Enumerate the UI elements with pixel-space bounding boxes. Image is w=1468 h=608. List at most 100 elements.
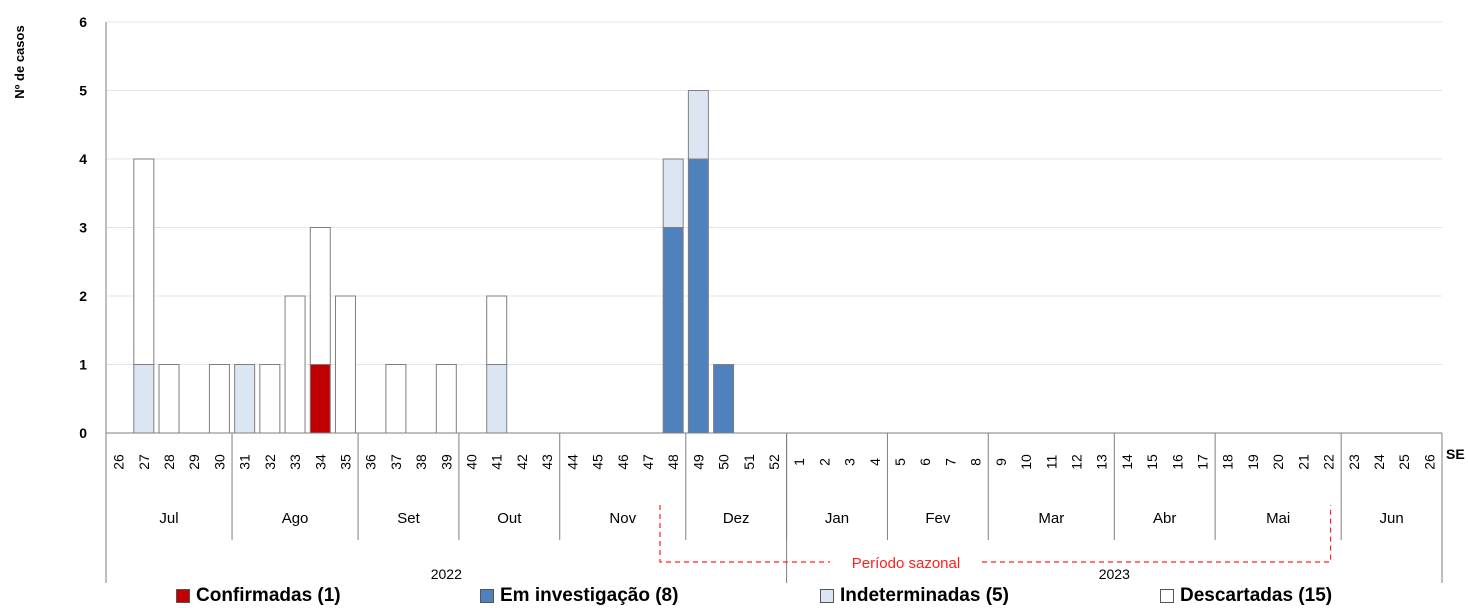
- x-tick-label: 45: [590, 454, 606, 470]
- seasonal-period-annotation: Período sazonal: [659, 505, 1332, 572]
- x-tick-label: 15: [1144, 454, 1160, 470]
- bar-segment: [334, 295, 356, 434]
- x-tick-label: 2: [816, 458, 832, 466]
- month-label: Jun: [1379, 510, 1403, 527]
- x-tick-label: 47: [640, 454, 656, 470]
- x-tick-label: 51: [741, 454, 757, 470]
- month-label: Mai: [1266, 510, 1290, 527]
- x-tick-label: 23: [1346, 454, 1362, 470]
- legend-item: Descartadas (15): [1160, 583, 1332, 608]
- x-tick-label: 3: [842, 458, 858, 466]
- x-tick-label: 32: [262, 454, 278, 470]
- month-label: Fev: [925, 510, 951, 527]
- legend-swatch: [1160, 588, 1174, 603]
- x-tick-label: 19: [1245, 454, 1261, 470]
- y-tick-label: 5: [79, 83, 87, 99]
- year-labels: 2022 2023: [431, 566, 1130, 582]
- month-label: Jul: [159, 510, 178, 527]
- bar-segment: [486, 295, 508, 365]
- x-tick-label: 21: [1295, 454, 1311, 470]
- x-tick-label: 17: [1195, 454, 1211, 470]
- month-label: Set: [397, 510, 420, 527]
- legend-label: Confirmadas (1): [196, 584, 341, 606]
- bar-segment: [133, 364, 155, 434]
- x-tick-label: 8: [968, 458, 984, 466]
- legend-item: Indeterminadas (5): [820, 583, 1009, 608]
- x-tick-label: 43: [539, 454, 555, 470]
- x-tick-label: 14: [1119, 454, 1135, 470]
- x-tick-label: 25: [1396, 454, 1412, 470]
- x-tick-label: 48: [665, 454, 681, 470]
- y-axis-label: Nº de casos: [12, 25, 27, 98]
- bar-segment: [662, 158, 684, 228]
- bar-segment: [284, 295, 306, 434]
- month-label: Nov: [609, 510, 636, 527]
- y-tick-label: 6: [79, 14, 87, 30]
- legend-label: Descartadas (15): [1180, 584, 1333, 606]
- season-label: Período sazonal: [852, 555, 960, 572]
- bar-segment: [385, 364, 407, 434]
- x-tick-label: 34: [312, 454, 328, 470]
- x-tick-label: 50: [716, 454, 732, 470]
- x-tick-label: 6: [917, 458, 933, 466]
- y-tick-label: 1: [79, 357, 87, 373]
- x-tick-label: 36: [363, 454, 379, 470]
- bar-segment: [713, 364, 735, 434]
- x-tick-label: 27: [136, 454, 152, 470]
- x-tick-label: 4: [867, 458, 883, 466]
- bar-segment: [687, 90, 709, 160]
- legend-item: Em investigação (8): [480, 583, 678, 608]
- y-tick-label: 0: [79, 425, 87, 441]
- x-tick-label: 41: [489, 454, 505, 470]
- x-tick-label: 35: [337, 454, 353, 470]
- x-tick-label: 44: [564, 454, 580, 470]
- bar-segment: [158, 364, 180, 434]
- x-tick-label: 42: [514, 454, 530, 470]
- month-label: Dez: [723, 510, 750, 527]
- season-bracket-left: [659, 505, 830, 563]
- legend-label: Em investigação (8): [500, 584, 679, 606]
- bars: [133, 90, 735, 434]
- x-tick-label: 9: [993, 458, 1009, 466]
- x-tick-label: 37: [388, 454, 404, 470]
- x-tick-label: 52: [766, 454, 782, 470]
- bar-segment: [486, 364, 508, 434]
- legend-label: Indeterminadas (5): [840, 584, 1009, 606]
- x-tick-label: 28: [161, 454, 177, 470]
- month-label: Out: [497, 510, 522, 527]
- x-tick-label: 12: [1068, 454, 1084, 470]
- y-tick-label: 4: [79, 151, 87, 167]
- x-tick-labels: 26 27 28 29 30 31 32 33 34 35 36 37 38 39 40 41 42 43 44 45…: [111, 454, 1438, 470]
- x-tick-label: 1: [791, 458, 807, 466]
- y-tick-label: 2: [79, 288, 87, 304]
- legend-item: Confirmadas (1): [176, 583, 341, 608]
- legend-swatch: [480, 588, 494, 603]
- x-tick-label: 5: [892, 458, 908, 466]
- y-tick-labels: 0 1 2 3 4 5 6: [79, 14, 87, 441]
- x-tick-label: 13: [1094, 454, 1110, 470]
- x-tick-label: 22: [1321, 454, 1337, 470]
- x-tick-label: 40: [464, 454, 480, 470]
- gridlines: [106, 21, 1442, 365]
- x-tick-label: 39: [438, 454, 454, 470]
- bar-segment: [208, 364, 230, 434]
- month-label: Abr: [1153, 510, 1176, 527]
- month-labels: Jul Ago Set Out Nov Dez Jan Fev Mar Abr Mai Jun: [159, 510, 1403, 527]
- x-tick-label: 11: [1043, 455, 1059, 470]
- x-tick-label: 26: [1421, 454, 1437, 470]
- bar-segment: [259, 364, 281, 434]
- month-label: Mar: [1038, 510, 1064, 527]
- x-axis-label: SE: [1446, 446, 1465, 462]
- year-label: 2023: [1099, 566, 1130, 582]
- x-tick-label: 30: [211, 454, 227, 470]
- bar-segment: [234, 364, 256, 434]
- bar-segment: [662, 227, 684, 434]
- axes: [105, 22, 1443, 583]
- bar-segment: [435, 364, 457, 434]
- year-label: 2022: [431, 566, 462, 582]
- x-tick-label: 46: [615, 454, 631, 470]
- legend-swatch: [820, 588, 834, 603]
- month-label: Ago: [282, 510, 309, 527]
- legend: Confirmadas (1) Em investigação (8) Indete…: [0, 583, 1468, 608]
